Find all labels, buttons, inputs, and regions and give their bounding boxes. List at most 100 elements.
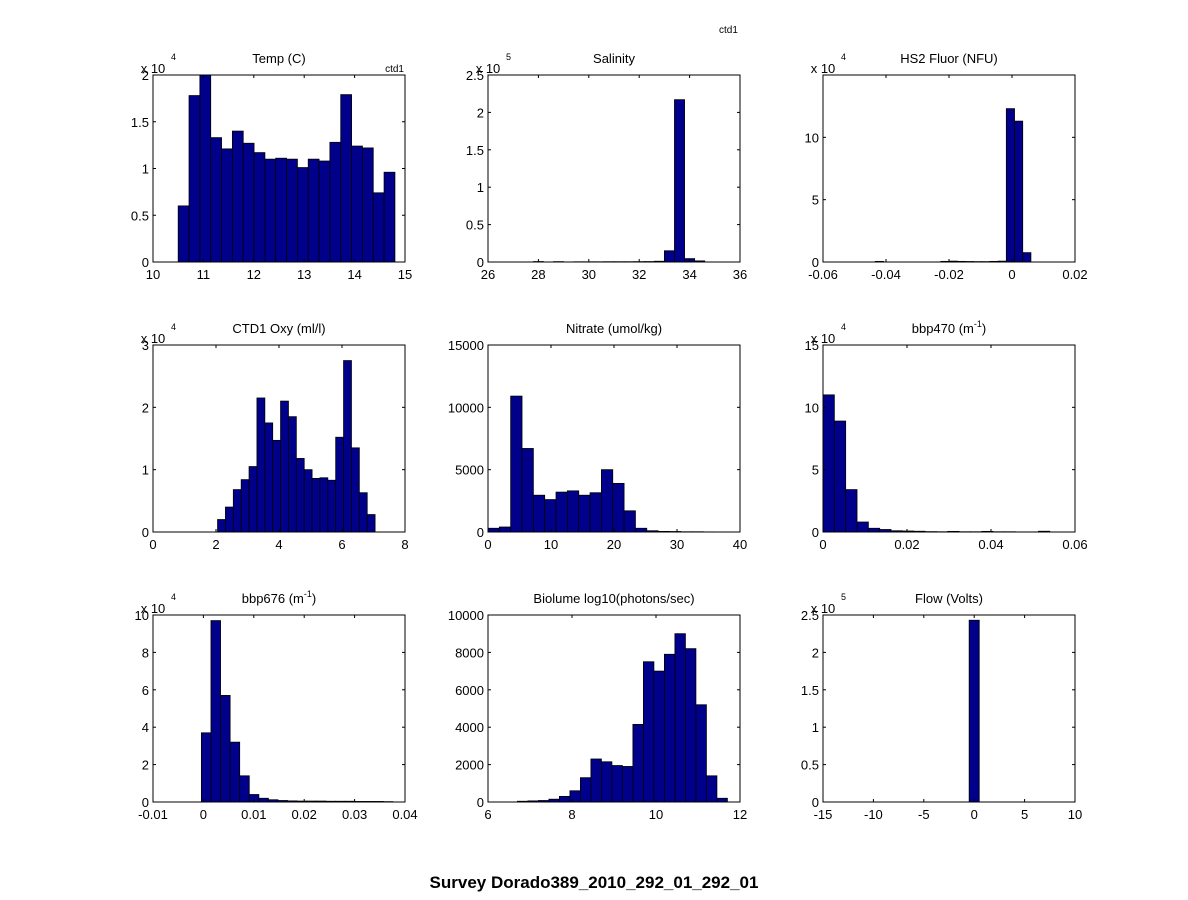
- histogram-bar: [685, 648, 697, 803]
- histogram-bar: [358, 492, 368, 533]
- histogram-bar: [256, 397, 266, 533]
- y-tick-label: 6: [142, 683, 149, 698]
- panel-title: Flow (Volts): [915, 591, 983, 606]
- y-tick-label: 0.5: [131, 208, 149, 223]
- histogram-bar: [867, 527, 881, 533]
- histogram-bar: [311, 477, 321, 533]
- histogram-bar: [351, 145, 363, 263]
- y-tick-label: 15: [805, 338, 819, 353]
- histogram-bar: [601, 469, 614, 533]
- panel-title: Biolume log10(photons/sec): [533, 591, 694, 606]
- x-tick-label: 15: [398, 267, 412, 282]
- histogram-bar: [318, 160, 331, 263]
- axis-exponent-power: 4: [171, 322, 176, 332]
- histogram-bar: [833, 420, 847, 533]
- y-tick-label: 10: [135, 608, 149, 623]
- x-tick-label: 5: [1021, 807, 1028, 822]
- y-tick-label: 0: [477, 525, 484, 540]
- histogram-bar: [366, 514, 376, 533]
- y-tick-label: 2: [142, 68, 149, 83]
- histogram-bar: [295, 458, 305, 533]
- histogram-bar: [221, 148, 233, 263]
- histogram-bar: [968, 619, 980, 803]
- y-tick-label: 5000: [455, 463, 484, 478]
- x-tick-label: 0: [200, 807, 207, 822]
- y-tick-label: 0.5: [801, 758, 819, 773]
- histogram-bar: [319, 477, 329, 533]
- y-tick-label: 2: [142, 400, 149, 415]
- y-tick-label: 1: [477, 180, 484, 195]
- x-tick-label: 20: [607, 537, 621, 552]
- axis-exponent-power: 4: [171, 52, 176, 62]
- histogram-panel-6: 0 0.02 0.04 0.06 0 5 10 15x 10 4 bbp470 (m-1): [805, 319, 1088, 552]
- y-tick-label: 1: [812, 720, 819, 735]
- y-tick-label: 8: [142, 645, 149, 660]
- axes-frame: [822, 614, 1076, 803]
- y-tick-label: 10000: [448, 400, 484, 415]
- histogram-bar: [674, 633, 686, 803]
- histogram-bar: [532, 494, 546, 533]
- x-tick-label: 0.02: [292, 807, 317, 822]
- histogram-bar: [188, 95, 201, 263]
- y-tick-label: 2: [142, 758, 149, 773]
- histogram-bar: [296, 167, 309, 263]
- x-tick-label: -0.06: [808, 267, 838, 282]
- histogram-bar: [272, 439, 281, 533]
- y-tick-label: 0: [142, 525, 149, 540]
- axes-frame: [487, 614, 741, 803]
- x-tick-label: 8: [568, 807, 575, 822]
- histogram-bar: [340, 94, 352, 263]
- x-tick-label: 28: [531, 267, 545, 282]
- x-tick-label: -5: [918, 807, 930, 822]
- x-tick-label: 10: [1068, 807, 1082, 822]
- y-tick-label: 5: [812, 193, 819, 208]
- y-tick-label: 2.5: [801, 608, 819, 623]
- histogram-bar: [307, 158, 320, 263]
- x-tick-label: 4: [275, 537, 282, 552]
- histogram-bar: [217, 519, 226, 533]
- y-tick-label: 2: [477, 105, 484, 120]
- axes-frame: [487, 74, 741, 263]
- panel-title: HS2 Fluor (NFU): [900, 51, 998, 66]
- histogram-bar: [674, 99, 685, 263]
- histogram-panel-4: 0 2 4 6 8 0 1 2 3x 10 4 CTD1 Oxy (ml/l): [141, 321, 409, 552]
- histogram-bar: [258, 797, 269, 803]
- x-tick-label: 0: [971, 807, 978, 822]
- histogram-bar: [845, 489, 858, 533]
- axis-exponent-power: 5: [506, 52, 511, 62]
- x-tick-label: 10: [146, 267, 160, 282]
- y-tick-label: 1: [142, 463, 149, 478]
- x-tick-label: 34: [682, 267, 696, 282]
- histogram-bar: [578, 494, 591, 533]
- histogram-bar: [275, 157, 287, 263]
- histogram-bar: [362, 147, 374, 263]
- x-tick-label: 0.03: [342, 807, 367, 822]
- y-tick-label: 10: [805, 130, 819, 145]
- histogram-bar: [612, 482, 625, 533]
- histogram-bar: [716, 797, 728, 803]
- histogram-bar: [242, 142, 255, 263]
- histogram-bar: [232, 489, 242, 533]
- x-tick-label: 13: [297, 267, 311, 282]
- corner-label: ctd1: [719, 25, 738, 36]
- axes-frame: [822, 344, 1076, 533]
- x-tick-label: -0.02: [934, 267, 964, 282]
- x-tick-label: -15: [814, 807, 833, 822]
- histogram-bar: [329, 141, 342, 263]
- y-tick-label: 0: [477, 795, 484, 810]
- axis-exponent-label: x 10: [811, 331, 836, 346]
- panel-title: bbp470 (m-1): [912, 319, 987, 336]
- histogram-bar: [555, 491, 568, 533]
- histogram-bar: [264, 158, 277, 263]
- y-tick-label: 10000: [448, 608, 484, 623]
- histogram-bar: [288, 416, 297, 533]
- x-tick-label: 12: [247, 267, 261, 282]
- y-tick-label: 1.5: [466, 143, 484, 158]
- x-tick-label: 11: [197, 267, 211, 282]
- histogram-bar: [231, 130, 244, 263]
- histogram-bar: [1022, 252, 1032, 263]
- x-tick-label: 30: [670, 537, 684, 552]
- axis-exponent-power: 4: [841, 322, 846, 332]
